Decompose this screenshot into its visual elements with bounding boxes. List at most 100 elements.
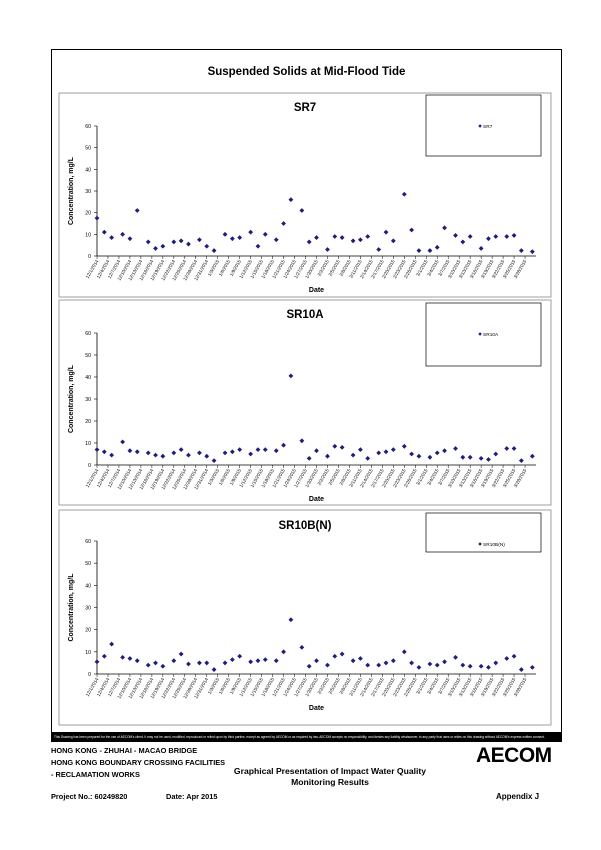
- data-point: [365, 456, 371, 461]
- data-point: [134, 208, 140, 213]
- data-point: [288, 617, 294, 623]
- data-point: [365, 662, 371, 668]
- footer-appendix: Appendix J: [496, 792, 540, 801]
- data-point: [467, 454, 473, 460]
- disclaimer-bar: This Drawing has been prepared for the u…: [51, 733, 562, 742]
- data-point: [299, 208, 305, 213]
- data-point: [281, 649, 286, 655]
- data-point: [248, 451, 254, 457]
- data-point: [186, 661, 191, 667]
- data-point: [306, 239, 312, 245]
- data-point: [237, 447, 243, 452]
- drawing-frame: [51, 49, 562, 733]
- data-point: [518, 667, 524, 672]
- data-point: [120, 231, 126, 237]
- chart-panel-border: [58, 509, 552, 726]
- x-axis-label: Date: [309, 496, 324, 503]
- data-point: [178, 238, 184, 244]
- y-tick-label: 10: [85, 441, 91, 447]
- data-point: [350, 238, 356, 244]
- data-point: [255, 658, 261, 664]
- chart-panel-border: [58, 299, 552, 506]
- data-point: [255, 447, 261, 452]
- data-point: [94, 659, 100, 665]
- data-point: [120, 654, 126, 660]
- data-point: [171, 450, 177, 456]
- data-point: [467, 234, 473, 239]
- data-point: [427, 454, 433, 460]
- x-axis-label: Date: [309, 705, 324, 712]
- data-point: [529, 249, 535, 255]
- data-point: [197, 237, 202, 243]
- data-point: [273, 658, 279, 664]
- chart-title: SR10B(N): [278, 520, 331, 532]
- data-point: [427, 661, 433, 667]
- data-point: [299, 645, 305, 650]
- data-point: [197, 660, 202, 666]
- y-tick-label: 30: [85, 397, 91, 403]
- data-point: [145, 662, 151, 668]
- data-point: [204, 243, 210, 249]
- data-point: [350, 452, 356, 458]
- data-point: [478, 246, 484, 251]
- y-axis-label: Concentration, mg/L: [68, 573, 75, 642]
- data-point: [229, 657, 235, 662]
- data-point: [281, 442, 286, 448]
- data-point: [306, 456, 312, 461]
- footer-doc-title-2: Monitoring Results: [291, 777, 369, 787]
- data-point: [314, 448, 319, 454]
- y-tick-label: 20: [85, 628, 91, 634]
- data-point: [145, 239, 151, 245]
- data-point: [511, 446, 517, 451]
- data-point: [262, 231, 268, 237]
- y-axis-label: Concentration, mg/L: [68, 364, 75, 433]
- data-point: [160, 243, 166, 249]
- data-point: [237, 235, 243, 240]
- data-point: [229, 236, 235, 242]
- chart-title: SR7: [294, 102, 316, 114]
- data-point: [409, 660, 415, 666]
- page-title: Suspended Solids at Mid-Flood Tide: [207, 66, 406, 78]
- data-point: [134, 449, 140, 455]
- data-point: [434, 450, 440, 456]
- y-tick-label: 10: [85, 650, 91, 656]
- data-point: [94, 215, 100, 221]
- data-point: [332, 234, 338, 239]
- data-point: [486, 664, 491, 670]
- data-point: [376, 450, 382, 456]
- data-point: [401, 649, 407, 655]
- data-point: [211, 667, 217, 672]
- data-point: [186, 452, 191, 458]
- data-point: [511, 233, 517, 238]
- data-point: [416, 453, 422, 459]
- y-tick-label: 0: [88, 672, 91, 678]
- data-point: [211, 248, 217, 253]
- y-axis-label: Concentration, mg/L: [68, 156, 75, 225]
- data-point: [248, 659, 254, 665]
- data-point: [204, 453, 210, 459]
- data-point: [160, 453, 166, 459]
- data-point: [325, 453, 330, 459]
- data-point: [273, 237, 279, 243]
- chart-panel: SR10B(N) 0 10 20 30 40 50 60 Concentration, mg/L…: [58, 509, 552, 726]
- data-point: [383, 660, 389, 666]
- data-point: [325, 662, 330, 668]
- data-point: [486, 236, 491, 242]
- legend-box: [425, 512, 542, 553]
- data-point: [332, 653, 338, 659]
- data-point: [153, 660, 158, 666]
- legend-marker: [478, 124, 482, 128]
- data-point: [262, 447, 268, 452]
- y-tick-label: 40: [85, 583, 91, 589]
- data-point: [504, 446, 510, 451]
- data-point: [350, 658, 356, 664]
- data-point: [486, 457, 491, 462]
- data-point: [442, 448, 447, 454]
- data-point: [101, 449, 107, 455]
- y-tick-label: 60: [85, 124, 91, 130]
- data-point: [478, 456, 484, 461]
- data-point: [434, 244, 440, 250]
- data-point: [248, 229, 254, 235]
- data-point: [306, 663, 312, 669]
